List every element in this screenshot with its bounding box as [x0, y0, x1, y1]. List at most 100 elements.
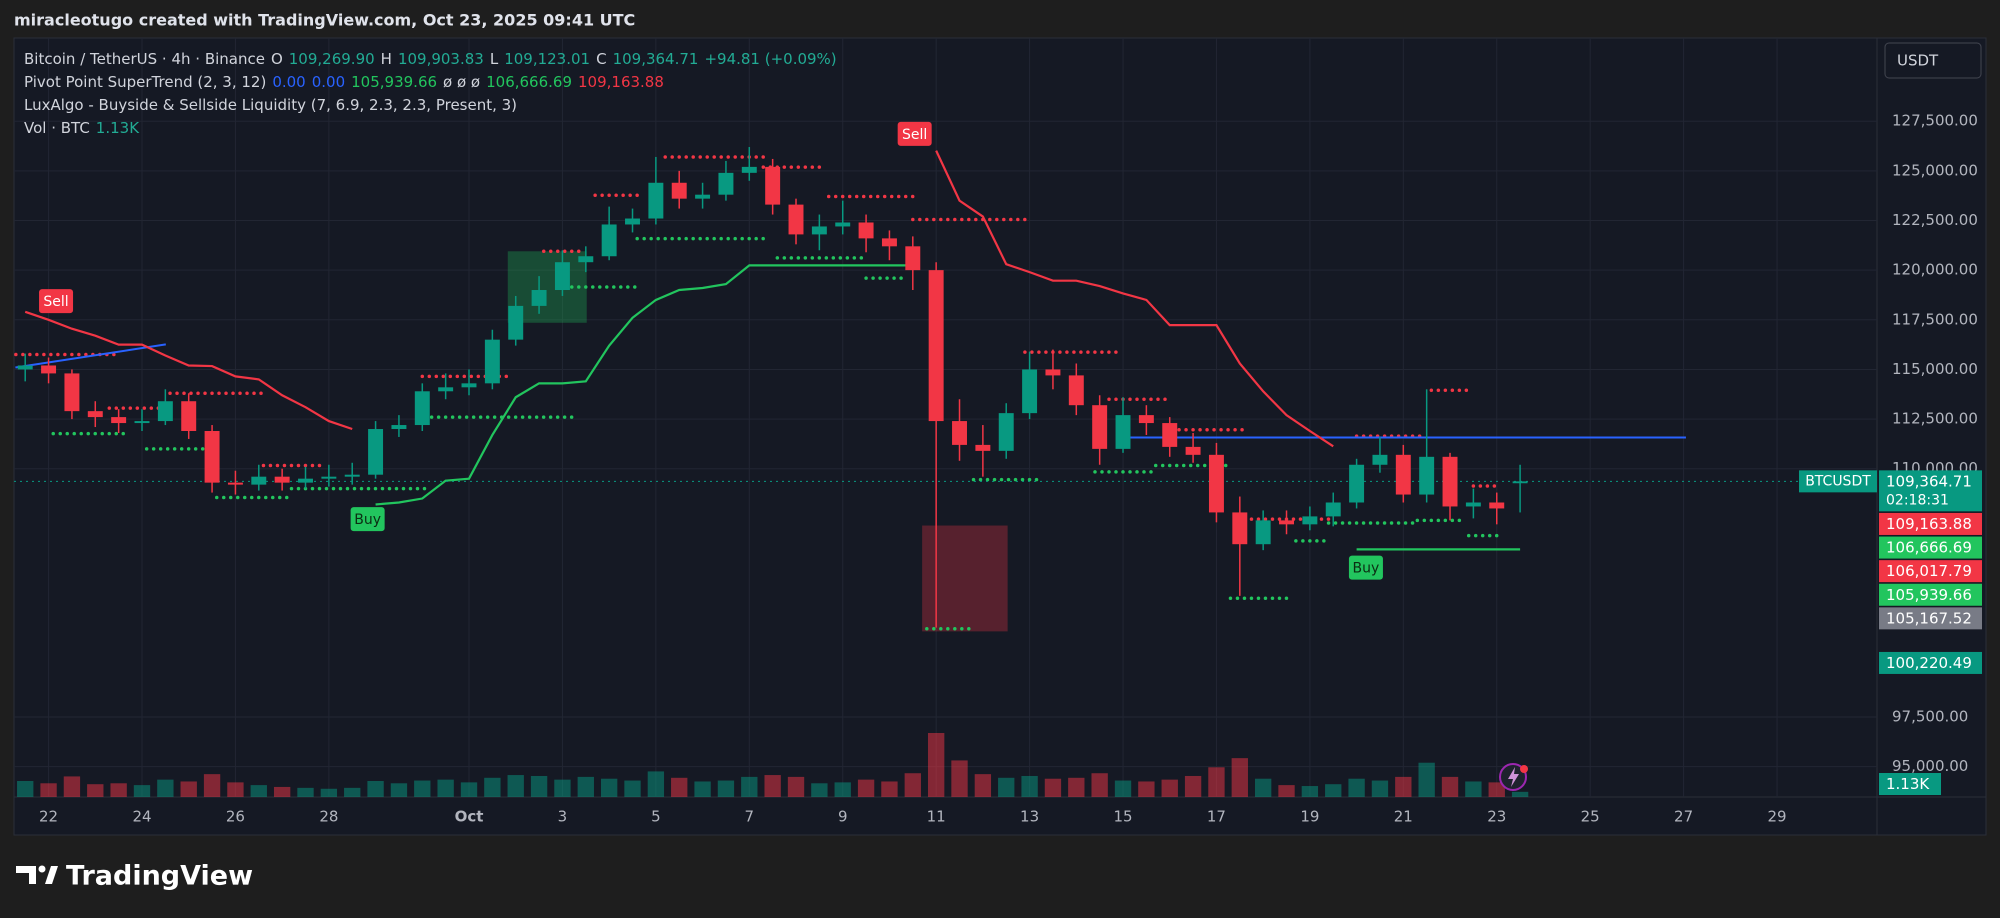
volume-bar: [600, 778, 618, 797]
candle-body: [835, 222, 851, 227]
x-tick-label: 19: [1300, 808, 1319, 826]
legend-item: LuxAlgo - Buyside & Sellside Liquidity (…: [24, 96, 518, 114]
volume-bar: [904, 773, 921, 797]
candle-body: [157, 401, 173, 422]
volume-bar: [157, 779, 174, 797]
candle-body: [438, 387, 454, 392]
candle-body: [1045, 369, 1061, 376]
volume-bar: [460, 782, 478, 797]
candle-body: [1022, 369, 1038, 414]
legend-item: C: [596, 50, 607, 68]
legend-item: ø ø ø: [443, 73, 481, 91]
candle-body: [765, 166, 781, 205]
candle-body: [1115, 415, 1131, 449]
x-tick-label: 27: [1674, 808, 1693, 826]
candle-body: [648, 182, 664, 219]
legend-item: O: [270, 50, 283, 68]
volume-bar: [1138, 781, 1155, 797]
volume-bar: [367, 781, 384, 797]
volume-bar: [787, 776, 805, 797]
currency-button[interactable]: [1884, 42, 1982, 79]
volume-bar: [1068, 777, 1085, 797]
candle-body: [344, 474, 360, 477]
volume-bar: [647, 771, 665, 797]
volume-bar: [1114, 780, 1132, 797]
candle-body: [788, 204, 804, 235]
volume-bar: [390, 783, 408, 797]
volume-bar: [998, 777, 1015, 797]
volume-bar: [250, 785, 267, 797]
legend-item: H: [380, 50, 392, 68]
candle-body: [601, 224, 617, 257]
volume-bar: [1301, 786, 1319, 797]
volume-bar: [273, 786, 291, 797]
candle-body: [625, 218, 640, 225]
volume-bar: [1395, 776, 1412, 797]
volume-bar: [227, 782, 244, 797]
supertrend-line: [375, 264, 913, 506]
volume-bar: [297, 787, 314, 797]
legend-item: Pivot Point SuperTrend (2, 3, 12): [24, 73, 267, 91]
x-tick-label: 17: [1207, 808, 1226, 826]
supertrend-line: [24, 310, 353, 431]
candle-body: [134, 421, 150, 424]
volume-bar: [1511, 791, 1529, 797]
signal-label: [350, 507, 385, 532]
candle-body: [1419, 456, 1435, 495]
x-tick-label: 26: [226, 808, 245, 826]
candle-body: [87, 411, 103, 418]
candle-body: [64, 373, 80, 412]
candle-body: [1162, 423, 1178, 447]
volume-bar: [63, 776, 81, 797]
legend-item: 109,269.90: [288, 50, 375, 68]
x-tick-label: 7: [745, 808, 755, 826]
alert-icon[interactable]: [1499, 763, 1528, 791]
price-label: [1879, 583, 1982, 606]
legend-item: 0.00: [311, 73, 346, 91]
candle-body: [881, 238, 897, 247]
volume-bar: [1254, 778, 1272, 797]
price-label: [1879, 607, 1982, 630]
price-label: [1879, 470, 1982, 512]
y-tick-label: 112,500.00: [1892, 410, 1978, 428]
volume-bar: [741, 776, 758, 797]
y-tick-label: 120,000.00: [1892, 261, 1978, 279]
legend-item: Vol · BTC: [24, 119, 90, 137]
volume-bar: [927, 733, 945, 797]
candle-body: [111, 417, 127, 424]
x-tick-label: 15: [1113, 808, 1132, 826]
signal-text: Buy: [354, 512, 381, 528]
signal-label: [897, 121, 932, 146]
x-tick-label: 21: [1394, 808, 1413, 826]
volume-bar: [1348, 778, 1365, 797]
legend: Bitcoin / TetherUS · 4h · Binance O 109,26…: [24, 48, 843, 140]
y-tick-label: 127,500.00: [1892, 112, 1978, 130]
candle-body: [741, 166, 757, 173]
brand-logo: [16, 865, 58, 884]
price-label: [1879, 512, 1982, 535]
volume-bar: [1441, 776, 1459, 797]
volume-bar: [624, 780, 641, 797]
volume-label-text: 1.13K: [1886, 775, 1930, 793]
candle-body: [274, 476, 290, 483]
x-tick-label: 25: [1581, 808, 1600, 826]
candle-body: [461, 383, 477, 388]
candle-body: [41, 365, 57, 374]
legend-item: 109,163.88: [578, 73, 664, 91]
signal-text: Sell: [43, 294, 68, 310]
volume-label: [1879, 773, 1941, 795]
candle-body: [227, 482, 243, 485]
price-label: [1879, 536, 1982, 559]
candle-body: [484, 339, 500, 384]
x-tick-label: 3: [558, 808, 568, 826]
x-tick-label: 22: [39, 808, 58, 826]
volume-bar: [133, 785, 151, 797]
signal-text: Sell: [902, 127, 927, 143]
volume-bar: [203, 774, 221, 797]
signal-text: Buy: [1353, 561, 1380, 577]
candle-body: [998, 413, 1014, 451]
legend-row: Vol · BTC 1.13K: [24, 117, 843, 140]
header-text: miracleotugo created with TradingView.co…: [14, 11, 635, 30]
candle-body: [1325, 502, 1341, 517]
candle-body: [1349, 464, 1365, 503]
